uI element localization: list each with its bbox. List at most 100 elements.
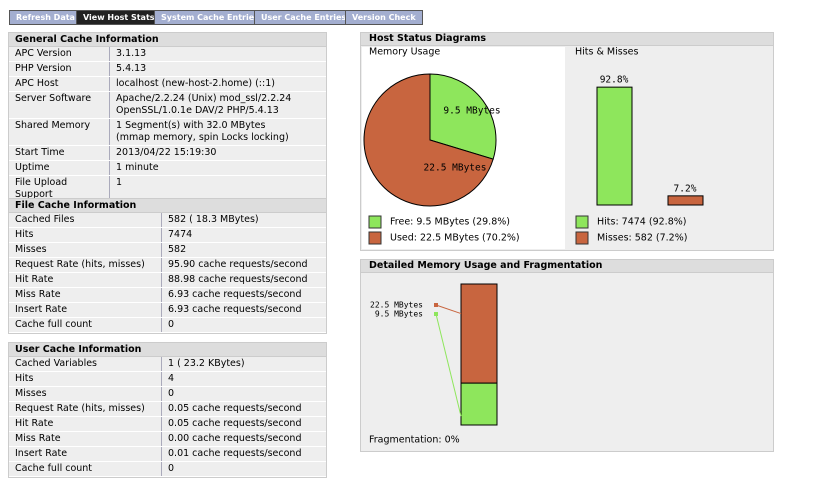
info-table: General Cache Information APC Version 3.1.… (8, 32, 327, 204)
row-label: APC Host (15, 78, 59, 89)
table-row: Hits 4 (9, 372, 326, 387)
row-label: Hit Rate (15, 418, 54, 429)
row-value: 5.4.13 (109, 62, 326, 76)
row-value: 582 (161, 243, 326, 257)
row-value: 6.93 cache requests/second (161, 303, 326, 317)
table-row: Cached Files 582 ( 18.3 MBytes) (9, 213, 326, 228)
legend-label: Hits: 7474 (92.8%) (597, 217, 686, 228)
row-value: 582 ( 18.3 MBytes) (161, 213, 326, 227)
section-title: General Cache Information (9, 33, 326, 47)
section-title: File Cache Information (9, 199, 326, 213)
row-value: 7474 (161, 228, 326, 242)
nav-button[interactable]: User Cache Entries (254, 10, 354, 25)
row-label: File Upload Support (15, 177, 68, 200)
bar (596, 86, 633, 206)
segment-label: 22.5 MBytes (370, 301, 423, 310)
nav-button[interactable]: Version Check (345, 10, 423, 25)
table-row: Misses 0 (9, 387, 326, 402)
table-row: Hits 7474 (9, 228, 326, 243)
row-label: Request Rate (hits, misses) (15, 259, 145, 270)
legend-label: Free: 9.5 MBytes (29.8%) (390, 217, 510, 228)
segment-pointer (435, 313, 462, 417)
row-value: 4 (161, 372, 326, 386)
table-row: Insert Rate 6.93 cache requests/second (9, 303, 326, 318)
row-value: Apache/2.2.24 (Unix) mod_ssl/2.2.24 Open… (109, 92, 326, 118)
table-row: APC Host localhost (new-host-2.home) (::1… (9, 77, 326, 92)
legend-label: Used: 22.5 MBytes (70.2%) (390, 233, 520, 244)
info-table: User Cache Information Cached Variables 1 … (8, 342, 327, 478)
table-row: Uptime 1 minute (9, 161, 326, 176)
table-row: Request Rate (hits, misses) 0.05 cache re… (9, 402, 326, 417)
diagram-title: Memory Usage (369, 47, 440, 58)
slice-label: 9.5 MBytes (443, 106, 500, 117)
row-label: Miss Rate (15, 289, 61, 300)
fragmentation-panel: Detailed Memory Usage and Fragmentation (360, 259, 774, 452)
diagram-title: Hits & Misses (575, 47, 638, 58)
row-label: Misses (15, 244, 47, 255)
table-row: Request Rate (hits, misses) 95.90 cache r… (9, 258, 326, 273)
table-row: Miss Rate 6.93 cache requests/second (9, 288, 326, 303)
row-label: Request Rate (hits, misses) (15, 403, 145, 414)
row-label: Cache full count (15, 319, 93, 330)
panel-title: Host Status Diagrams (361, 33, 773, 46)
row-value: 0.00 cache requests/second (161, 432, 326, 446)
table-row: Start Time 2013/04/22 15:19:30 (9, 146, 326, 161)
row-label: Start Time (15, 147, 65, 158)
bar-label: 92.8% (600, 75, 629, 86)
row-value: 1 minute (109, 161, 326, 175)
row-label: Miss Rate (15, 433, 61, 444)
row-label: Misses (15, 388, 47, 399)
row-label: APC Version (15, 48, 72, 59)
row-value: 0 (161, 387, 326, 401)
memory-segment (460, 283, 498, 384)
row-label: Cached Variables (15, 358, 98, 369)
info-table: File Cache Information Cached Files 582 ( … (8, 198, 327, 334)
legend-label: Misses: 582 (7.2%) (597, 233, 687, 244)
row-value: 1 Segment(s) with 32.0 MBytes (mmap memo… (109, 119, 326, 145)
row-value: 0.05 cache requests/second (161, 402, 326, 416)
row-label: Hit Rate (15, 274, 54, 285)
table-row: Miss Rate 0.00 cache requests/second (9, 432, 326, 447)
table-row: Insert Rate 0.01 cache requests/second (9, 447, 326, 462)
row-label: Cache full count (15, 463, 93, 474)
row-label: Shared Memory (15, 120, 91, 131)
pie-slice (429, 73, 497, 160)
legend-swatch (575, 231, 589, 245)
table-row: APC Version 3.1.13 (9, 47, 326, 62)
row-value: 0 (161, 462, 326, 476)
row-label: Hits (15, 373, 34, 384)
legend-swatch (368, 231, 382, 245)
table-row: Cache full count 0 (9, 462, 326, 477)
row-label: PHP Version (15, 63, 72, 74)
table-row: Server Software Apache/2.2.24 (Unix) mod_… (9, 92, 326, 119)
table-row: Cached Variables 1 ( 23.2 KBytes) (9, 357, 326, 372)
row-value: 0.05 cache requests/second (161, 417, 326, 431)
row-label: Uptime (15, 162, 50, 173)
row-value: 6.93 cache requests/second (161, 288, 326, 302)
row-value: 95.90 cache requests/second (161, 258, 326, 272)
table-row: Cache full count 0 (9, 318, 326, 333)
row-value: 2013/04/22 15:19:30 (109, 146, 326, 160)
row-value: localhost (new-host-2.home) (::1) (109, 77, 326, 91)
memory-segment (460, 382, 498, 426)
table-row: Hit Rate 0.05 cache requests/second (9, 417, 326, 432)
row-value: 1 ( 23.2 KBytes) (161, 357, 326, 371)
legend-swatch (575, 215, 589, 229)
row-label: Hits (15, 229, 34, 240)
pie-slice (363, 73, 494, 207)
panel-title: Detailed Memory Usage and Fragmentation (361, 260, 773, 273)
fragmentation-footer: Fragmentation: 0% (369, 435, 460, 446)
row-value: 3.1.13 (109, 47, 326, 61)
row-value: 0.01 cache requests/second (161, 447, 326, 461)
table-row: Shared Memory 1 Segment(s) with 32.0 MByt… (9, 119, 326, 146)
row-label: Insert Rate (15, 448, 68, 459)
segment-label: 9.5 MBytes (375, 310, 423, 319)
row-label: Cached Files (15, 214, 75, 225)
row-value: 1 (109, 176, 326, 202)
bar-label: 7.2% (674, 183, 697, 194)
row-label: Server Software (15, 93, 92, 104)
segment-pointer (435, 304, 462, 315)
table-row: Misses 582 (9, 243, 326, 258)
